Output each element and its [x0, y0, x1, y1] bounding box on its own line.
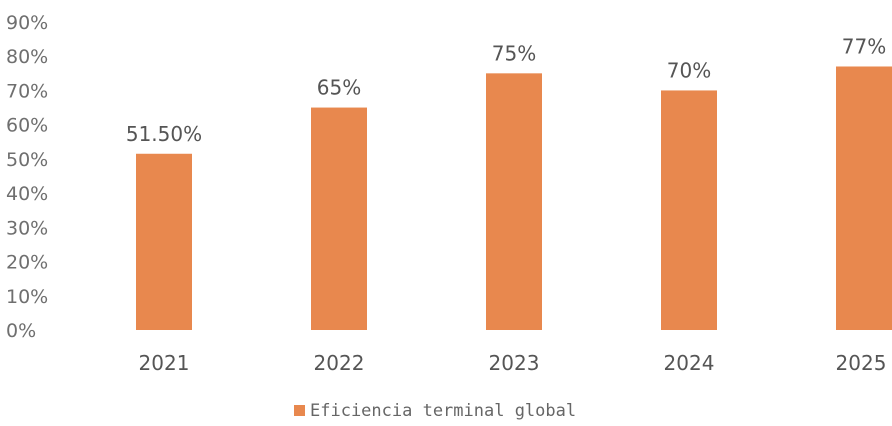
y-axis: 0% 10% 20% 30% 40% 50% 60% 70% 80% 90%	[6, 12, 48, 342]
x-tick-label: 2025	[836, 351, 887, 375]
y-tick-label: 0%	[6, 320, 36, 342]
data-label: 70%	[667, 58, 711, 82]
y-tick-label: 70%	[6, 80, 48, 102]
bar-2025	[836, 66, 892, 330]
legend: Eficiencia terminal global	[294, 401, 576, 421]
data-label: 75%	[492, 41, 536, 65]
bar-2024	[661, 90, 717, 330]
bar-2021	[136, 153, 192, 330]
data-label: 51.50%	[126, 122, 202, 146]
y-tick-label: 20%	[6, 252, 48, 274]
bar-2022	[311, 107, 367, 330]
y-tick-label: 60%	[6, 115, 48, 137]
x-tick-label: 2024	[664, 351, 715, 375]
x-axis: 2021 2022 2023 2024 2025	[139, 351, 887, 375]
y-tick-label: 50%	[6, 149, 48, 171]
data-label: 65%	[317, 76, 361, 100]
y-tick-label: 80%	[6, 46, 48, 68]
y-tick-label: 40%	[6, 183, 48, 205]
x-tick-label: 2021	[139, 351, 190, 375]
data-labels: 51.50% 65% 75% 70% 77%	[126, 34, 886, 145]
data-label: 77%	[842, 34, 886, 58]
bars	[136, 66, 892, 330]
y-tick-label: 10%	[6, 286, 48, 308]
x-tick-label: 2022	[314, 351, 365, 375]
y-tick-label: 90%	[6, 12, 48, 34]
bar-2023	[486, 73, 542, 330]
legend-swatch	[294, 405, 305, 416]
legend-label: Eficiencia terminal global	[310, 401, 576, 421]
x-tick-label: 2023	[489, 351, 540, 375]
y-tick-label: 30%	[6, 217, 48, 239]
